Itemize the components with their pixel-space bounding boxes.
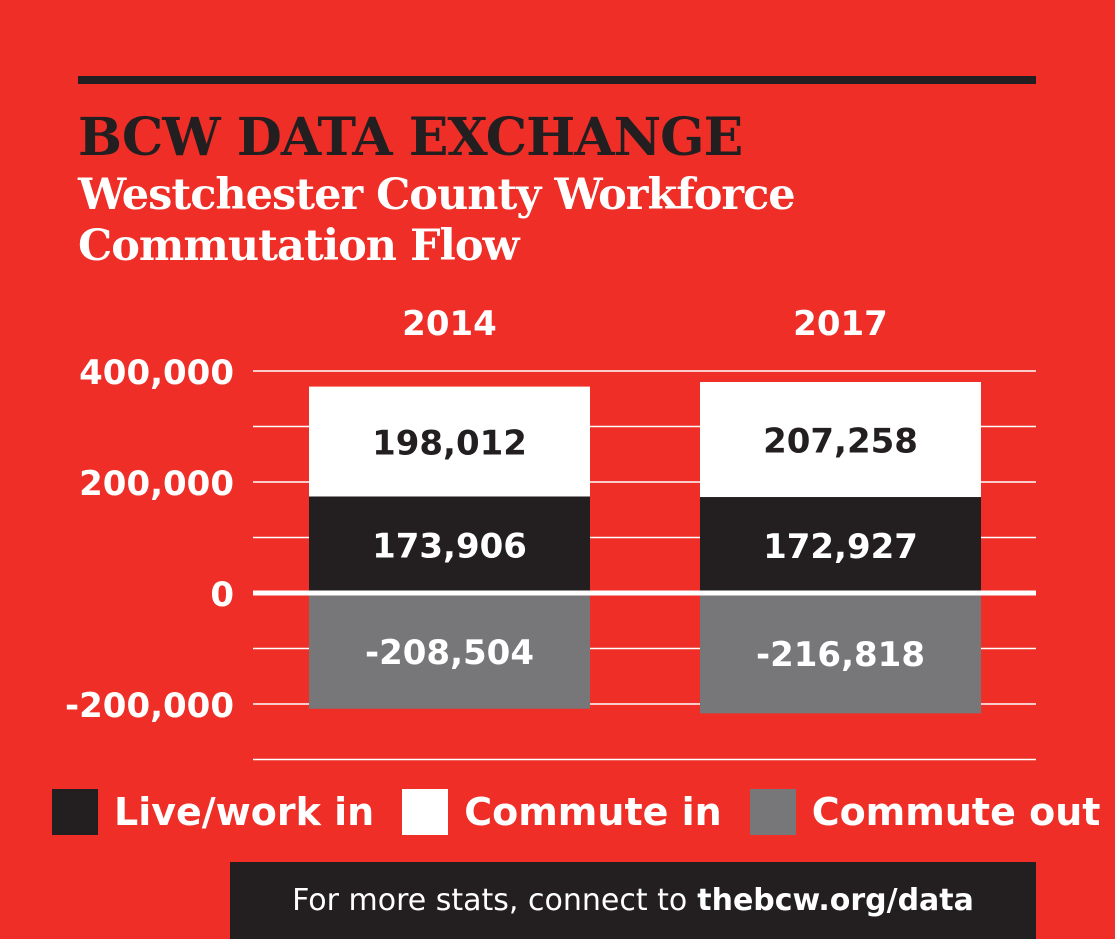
y-tick-label: 200,000 bbox=[79, 464, 234, 504]
bar-commute-in-2014 bbox=[309, 386, 590, 497]
data-label: 172,927 bbox=[763, 527, 918, 567]
brand-title: BCW DATA EXCHANGE bbox=[78, 107, 743, 168]
legend-item-commute-out: Commute out bbox=[749, 789, 1101, 835]
top-rule bbox=[78, 76, 1036, 84]
legend-swatch-live-work-in bbox=[52, 789, 98, 835]
x-category-label: 2014 bbox=[402, 304, 497, 344]
y-tick-label: 400,000 bbox=[79, 353, 234, 393]
footer-link[interactable]: thebcw.org/data bbox=[697, 883, 974, 918]
footer-text: For more stats, connect to bbox=[292, 883, 688, 918]
legend-label-commute-in: Commute in bbox=[464, 790, 722, 834]
bar-commute-in-2017 bbox=[700, 381, 981, 498]
bar-live-work-in-2017 bbox=[700, 497, 981, 593]
legend: Live/work in Commute in Commute out bbox=[52, 786, 1115, 838]
legend-label-commute-out: Commute out bbox=[811, 790, 1101, 834]
data-label: -216,818 bbox=[756, 635, 925, 675]
x-category-label: 2017 bbox=[793, 304, 888, 344]
y-tick-label: 0 bbox=[210, 575, 234, 615]
legend-item-commute-in: Commute in bbox=[402, 789, 722, 835]
legend-swatch-commute-out bbox=[749, 789, 796, 835]
legend-swatch-commute-in bbox=[402, 789, 449, 835]
chart-title: Westchester County Workforce Commutation… bbox=[78, 170, 796, 271]
stacked-bar-chart: 400,000 200,000 0 -200,000 2014 2017 173,906 19… bbox=[65, 304, 1036, 761]
bar-commute-out-2014 bbox=[309, 593, 590, 709]
data-label: -208,504 bbox=[365, 633, 534, 673]
bar-live-work-in-2014 bbox=[309, 496, 590, 593]
legend-label-live-work-in: Live/work in bbox=[114, 790, 375, 834]
footer-bar: For more stats, connect to thebcw.org/da… bbox=[230, 862, 1036, 939]
legend-item-live-work-in: Live/work in bbox=[52, 789, 374, 835]
y-tick-label: -200,000 bbox=[65, 686, 234, 726]
bar-commute-out-2017 bbox=[700, 593, 981, 714]
data-label: 198,012 bbox=[372, 424, 527, 464]
data-label: 173,906 bbox=[372, 527, 527, 567]
data-label: 207,258 bbox=[763, 422, 918, 462]
